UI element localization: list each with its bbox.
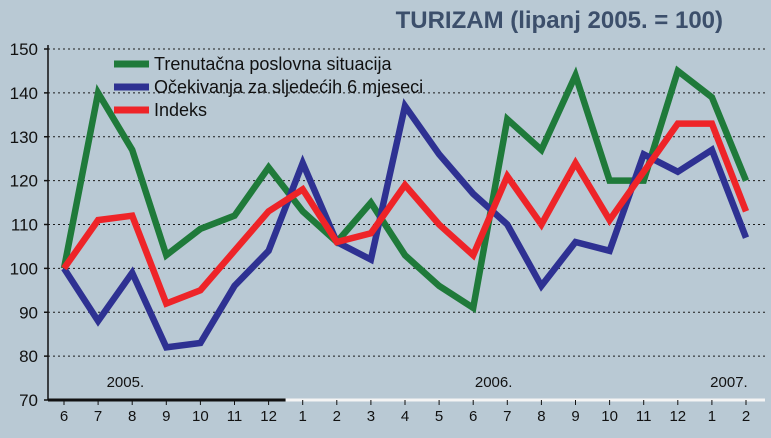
y-tick-label: 70 [19, 391, 38, 410]
x-tick-label: 3 [367, 408, 375, 425]
series-lines [60, 65, 750, 351]
x-tick-label: 10 [192, 408, 209, 425]
x-tick-label: 8 [537, 408, 545, 425]
y-tick-label: 140 [10, 84, 38, 103]
x-tick-label: 12 [669, 408, 686, 425]
x-tick-label: 8 [128, 408, 136, 425]
legend-label-2: Očekivanja za sljedećih 6 mjeseci [154, 77, 423, 97]
chart-title: TURIZAM (lipanj 2005. = 100) [396, 7, 723, 34]
year-label: 2007. [710, 374, 748, 391]
x-tick-label: 10 [601, 408, 618, 425]
legend-label-1: Trenutačna poslovna situacija [154, 54, 392, 74]
year-label: 2005. [107, 374, 145, 391]
x-tick-label: 7 [503, 408, 511, 425]
y-tick-label: 150 [10, 40, 38, 59]
legend-label-3: Indeks [154, 100, 207, 120]
x-tick-label: 9 [162, 408, 170, 425]
series-line-2 [61, 98, 750, 351]
x-tick-label: 2 [333, 408, 341, 425]
x-tick-label: 1 [299, 408, 307, 425]
y-tick-label: 90 [19, 303, 38, 322]
x-tick-label: 6 [469, 408, 477, 425]
x-tick-label: 12 [260, 408, 277, 425]
x-tick-label: 4 [401, 408, 409, 425]
x-tick-label: 2 [742, 408, 750, 425]
year-label: 2006. [475, 374, 513, 391]
y-tick-label: 110 [11, 216, 38, 235]
y-tick-label: 120 [10, 172, 38, 191]
x-tick-label: 6 [60, 408, 68, 425]
x-tick-label: 7 [94, 408, 102, 425]
x-tick-label: 9 [571, 408, 579, 425]
x-tick-label: 5 [435, 408, 443, 425]
y-tick-label: 80 [19, 347, 38, 366]
x-tick-label: 11 [636, 408, 652, 425]
x-tick-label: 1 [708, 408, 716, 425]
x-tick-label: 11 [227, 408, 243, 425]
legend: Trenutačna poslovna situacija Očekivanja … [114, 54, 423, 120]
series-line-3 [61, 120, 750, 308]
y-tick-label: 130 [10, 128, 38, 147]
y-tick-label: 100 [10, 259, 38, 278]
